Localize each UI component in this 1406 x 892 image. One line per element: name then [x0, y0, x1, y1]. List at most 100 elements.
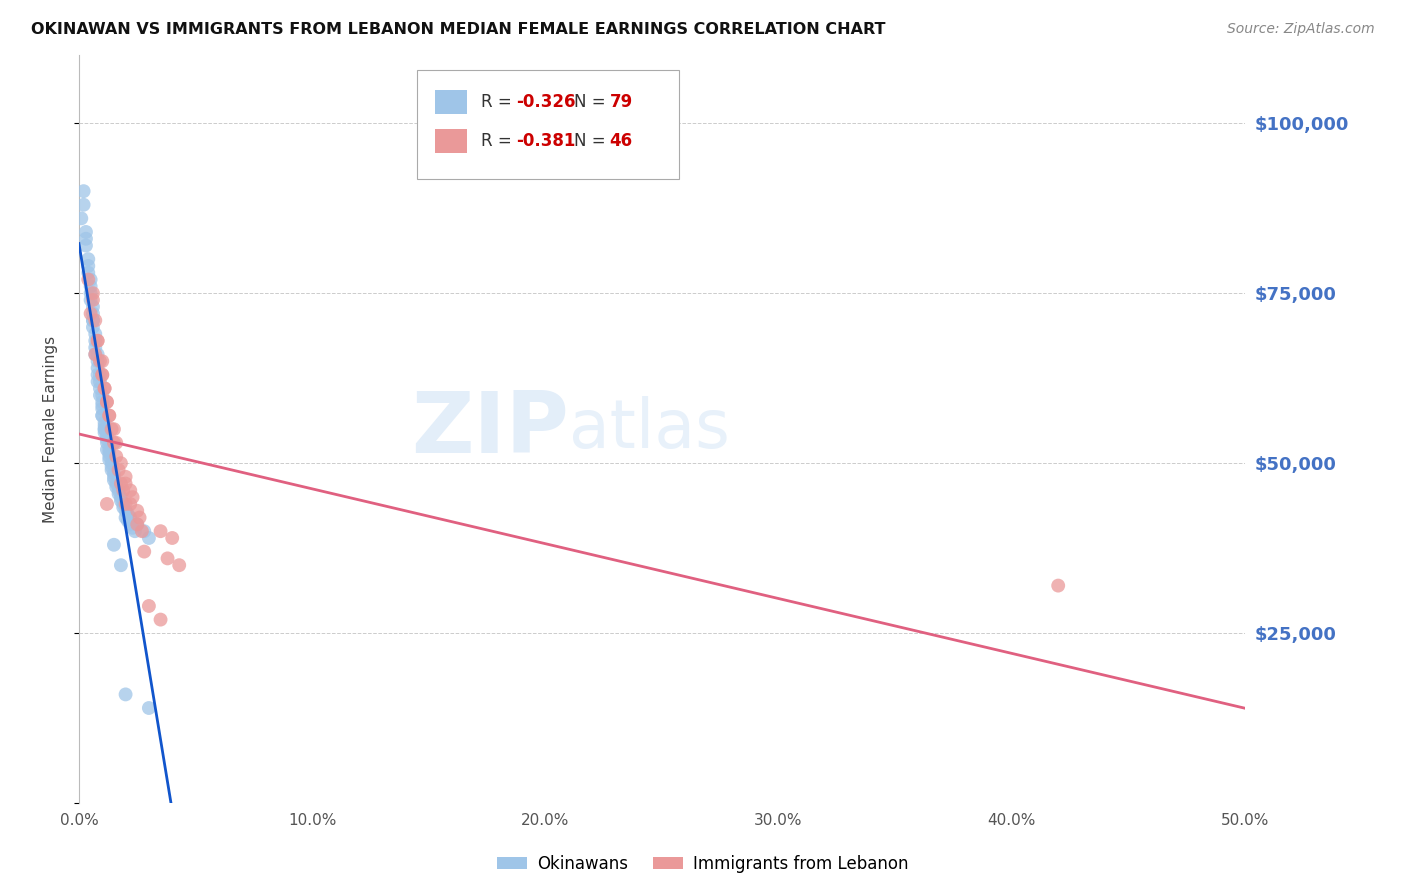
Point: [149, 524, 172, 539]
Point: [160, 531, 183, 545]
Point: [82, 286, 104, 301]
Point: [114, 687, 136, 701]
Point: [105, 480, 128, 494]
Point: [82, 293, 104, 307]
Point: [91, 409, 114, 423]
Legend: Okinawans, Immigrants from Lebanon: Okinawans, Immigrants from Lebanon: [491, 848, 915, 880]
Point: [86, 347, 108, 361]
Point: [91, 354, 114, 368]
Point: [77, 266, 100, 280]
Text: -0.326: -0.326: [516, 94, 575, 112]
Text: -0.381: -0.381: [516, 132, 575, 150]
Point: [167, 558, 190, 573]
Point: [79, 279, 101, 293]
Text: N =: N =: [575, 94, 612, 112]
Point: [84, 341, 107, 355]
Point: [93, 381, 115, 395]
Point: [96, 435, 118, 450]
Point: [89, 381, 111, 395]
Point: [79, 293, 101, 307]
Point: [84, 347, 107, 361]
Point: [156, 551, 179, 566]
Point: [134, 524, 156, 539]
Point: [79, 272, 101, 286]
Point: [91, 395, 114, 409]
Point: [117, 507, 139, 521]
Text: 79: 79: [609, 94, 633, 112]
Point: [127, 517, 149, 532]
Point: [149, 613, 172, 627]
Point: [138, 701, 160, 715]
FancyBboxPatch shape: [418, 70, 679, 178]
Point: [114, 497, 136, 511]
Y-axis label: Median Female Earnings: Median Female Earnings: [44, 335, 58, 523]
Point: [86, 368, 108, 382]
Point: [107, 483, 129, 498]
Point: [77, 252, 100, 267]
Point: [84, 326, 107, 341]
Point: [86, 334, 108, 348]
Point: [120, 510, 142, 524]
Point: [89, 354, 111, 368]
Point: [89, 368, 111, 382]
Point: [84, 334, 107, 348]
Point: [93, 418, 115, 433]
FancyBboxPatch shape: [434, 129, 467, 153]
Point: [112, 497, 135, 511]
Point: [120, 497, 142, 511]
Point: [100, 456, 122, 470]
Point: [112, 500, 135, 515]
Point: [112, 483, 135, 498]
Point: [82, 320, 104, 334]
Point: [82, 300, 104, 314]
Point: [82, 307, 104, 321]
Point: [114, 470, 136, 484]
Point: [79, 307, 101, 321]
Point: [98, 409, 121, 423]
Point: [91, 409, 114, 423]
Point: [110, 493, 132, 508]
Point: [1047, 578, 1070, 592]
Text: OKINAWAN VS IMMIGRANTS FROM LEBANON MEDIAN FEMALE EARNINGS CORRELATION CHART: OKINAWAN VS IMMIGRANTS FROM LEBANON MEDI…: [31, 22, 886, 37]
Point: [91, 388, 114, 402]
Point: [75, 238, 97, 252]
Point: [86, 361, 108, 376]
Point: [114, 504, 136, 518]
Point: [96, 395, 118, 409]
Text: 46: 46: [609, 132, 633, 150]
Point: [86, 375, 108, 389]
Point: [96, 429, 118, 443]
Point: [98, 442, 121, 457]
Point: [89, 388, 111, 402]
Point: [98, 450, 121, 464]
Point: [121, 521, 143, 535]
Point: [79, 286, 101, 301]
Point: [82, 313, 104, 327]
Point: [105, 450, 128, 464]
Point: [103, 473, 125, 487]
Point: [75, 225, 97, 239]
Point: [110, 476, 132, 491]
Point: [86, 354, 108, 368]
Point: [110, 456, 132, 470]
Point: [91, 401, 114, 416]
Text: N =: N =: [575, 132, 612, 150]
Point: [124, 524, 146, 539]
Point: [93, 425, 115, 440]
Point: [93, 422, 115, 436]
Point: [114, 476, 136, 491]
Point: [93, 381, 115, 395]
Point: [86, 334, 108, 348]
Point: [110, 490, 132, 504]
Point: [77, 259, 100, 273]
Point: [120, 517, 142, 532]
Point: [127, 517, 149, 532]
Point: [131, 524, 153, 539]
Point: [105, 476, 128, 491]
Point: [82, 313, 104, 327]
Point: [138, 599, 160, 613]
Point: [96, 497, 118, 511]
Text: R =: R =: [481, 94, 517, 112]
Point: [91, 398, 114, 412]
Point: [110, 558, 132, 573]
